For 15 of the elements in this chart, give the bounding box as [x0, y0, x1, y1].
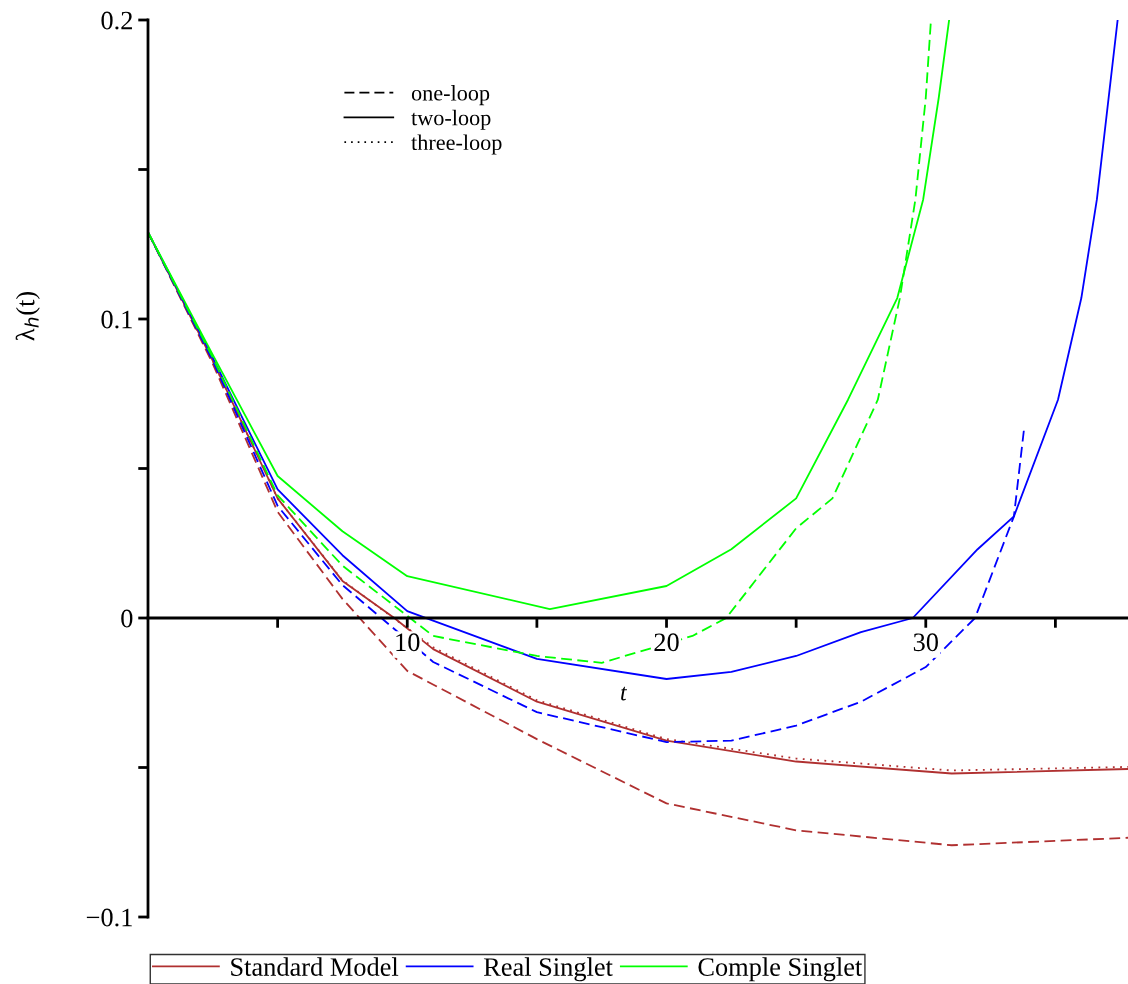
legend-label: Comple Singlet: [698, 957, 863, 982]
y-tick-label: −0.1: [86, 908, 132, 927]
annotation: one-loop: [411, 84, 490, 106]
x-axis-title: t: [621, 686, 628, 701]
y-tick-label: 0.1: [101, 310, 132, 329]
y-tick-label: 0: [121, 609, 133, 628]
legend-label: Standard Model: [231, 957, 399, 976]
annotation: two-loop: [411, 109, 491, 130]
y-axis-title: λ$_{h}$(t): [15, 291, 40, 341]
legend-label: Real Singlet: [483, 957, 613, 982]
x-tick-label: 20: [654, 633, 679, 652]
y-tick-label: 0.2: [101, 11, 132, 30]
x-tick-label: 10: [396, 633, 420, 652]
x-tick-label: 30: [913, 633, 938, 652]
annotation: three-loop: [411, 134, 502, 155]
